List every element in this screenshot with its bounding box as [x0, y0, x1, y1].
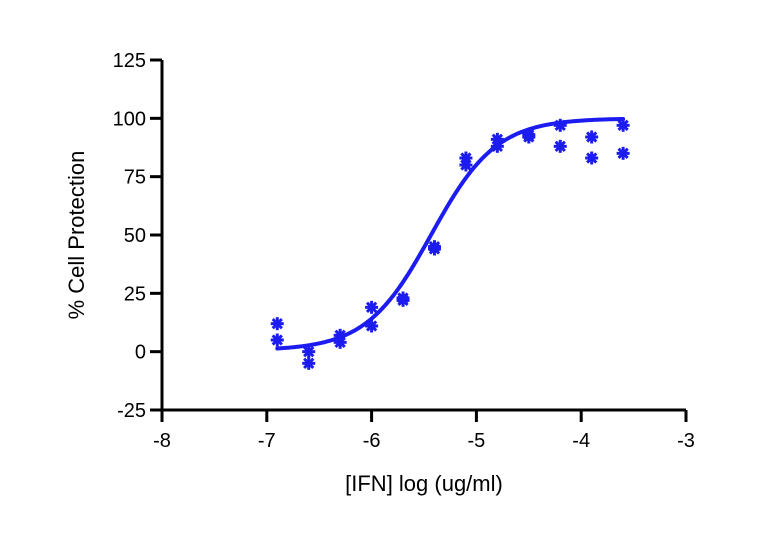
y-tick-label: 0: [135, 342, 146, 364]
data-points: [270, 118, 630, 370]
data-point: [616, 146, 630, 160]
data-point: [302, 356, 316, 370]
y-axis-title: % Cell Protection: [64, 151, 89, 320]
data-point: [490, 139, 504, 153]
x-tick-label: -3: [677, 430, 695, 452]
data-point: [270, 317, 284, 331]
data-point: [365, 300, 379, 314]
y-tick-label: 125: [113, 50, 146, 72]
data-point: [616, 118, 630, 132]
y-tick-label: 25: [124, 283, 146, 305]
data-point: [553, 139, 567, 153]
data-point: [522, 130, 536, 144]
y-tick-label: 50: [124, 225, 146, 247]
y-tick-label: 75: [124, 167, 146, 189]
data-point: [365, 319, 379, 333]
fit-curve: [275, 116, 626, 351]
y-axis-ticks: -25 0 25 50 75 100 125: [113, 50, 162, 422]
x-tick-label: -7: [258, 430, 276, 452]
data-point: [396, 293, 410, 307]
y-tick-label: 100: [113, 108, 146, 130]
x-tick-label: -6: [363, 430, 381, 452]
x-tick-label: -8: [153, 430, 171, 452]
data-point: [302, 345, 316, 359]
data-point: [270, 333, 284, 347]
x-axis-title: [IFN] log (ug/ml): [345, 471, 503, 496]
data-point: [553, 118, 567, 132]
data-point: [585, 151, 599, 165]
x-axis-ticks: -8 -7 -6 -5 -4 -3: [153, 410, 695, 452]
x-tick-label: -5: [468, 430, 486, 452]
data-point: [427, 242, 441, 256]
data-point: [585, 130, 599, 144]
y-tick-label: -25: [117, 400, 146, 422]
x-tick-label: -4: [572, 430, 590, 452]
data-point: [333, 335, 347, 349]
data-point: [459, 158, 473, 172]
